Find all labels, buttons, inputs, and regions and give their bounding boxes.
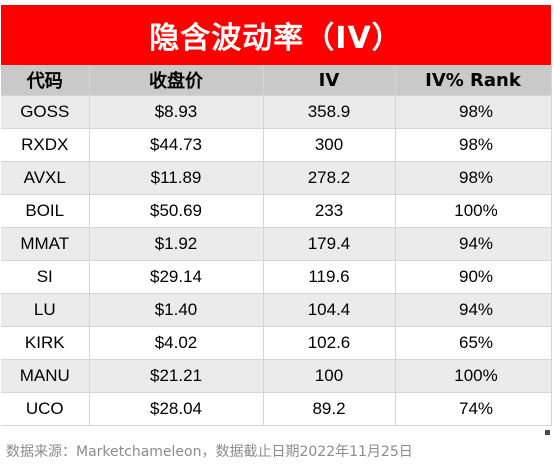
ticker-cell: AVXL bbox=[1, 161, 90, 195]
iv-cell: 358.9 bbox=[263, 95, 396, 129]
header-row: 代码 收盘价 IV IV% Rank bbox=[1, 65, 552, 96]
iv-cell: 278.2 bbox=[263, 161, 396, 195]
header-close-price: 收盘价 bbox=[89, 65, 264, 96]
table-row: BOIL $50.69 233 100% bbox=[1, 194, 552, 228]
iv-cell: 104.4 bbox=[263, 293, 396, 327]
iv-table: 代码 收盘价 IV IV% Rank GOSS $8.93 358.9 98% RXDX… bbox=[1, 65, 552, 426]
iv-rank-cell: 98% bbox=[395, 128, 552, 162]
table-row: LU $1.40 104.4 94% bbox=[1, 293, 552, 327]
ticker-cell: MANU bbox=[1, 359, 90, 393]
ticker-cell: SI bbox=[1, 260, 90, 294]
close-price-cell: $8.93 bbox=[89, 95, 264, 129]
iv-cell: 102.6 bbox=[263, 326, 396, 360]
close-price-cell: $4.02 bbox=[89, 326, 264, 360]
table-row: GOSS $8.93 358.9 98% bbox=[1, 95, 552, 129]
close-price-cell: $11.89 bbox=[89, 161, 264, 195]
ticker-cell: BOIL bbox=[1, 194, 90, 228]
iv-rank-cell: 74% bbox=[395, 392, 552, 426]
close-price-cell: $21.21 bbox=[89, 359, 264, 393]
table-row: KIRK $4.02 102.6 65% bbox=[1, 326, 552, 360]
ticker-cell: RXDX bbox=[1, 128, 90, 162]
iv-rank-cell: 100% bbox=[395, 194, 552, 228]
iv-cell: 179.4 bbox=[263, 227, 396, 261]
ticker-cell: LU bbox=[1, 293, 90, 327]
iv-cell: 300 bbox=[263, 128, 396, 162]
data-source-note: 数据来源：Marketchameleon，数据截止日期2022年11月25日 bbox=[6, 444, 413, 460]
table-body: GOSS $8.93 358.9 98% RXDX $44.73 300 98% AVXL $11… bbox=[1, 95, 552, 426]
header-iv-rank: IV% Rank bbox=[395, 65, 552, 96]
ticker-cell: UCO bbox=[1, 392, 90, 426]
iv-rank-cell: 90% bbox=[395, 260, 552, 294]
close-price-cell: $44.73 bbox=[89, 128, 264, 162]
iv-rank-cell: 98% bbox=[395, 161, 552, 195]
iv-rank-cell: 94% bbox=[395, 227, 552, 261]
header-ticker: 代码 bbox=[1, 65, 90, 96]
iv-rank-cell: 100% bbox=[395, 359, 552, 393]
table-row: MANU $21.21 100 100% bbox=[1, 359, 552, 393]
ticker-cell: KIRK bbox=[1, 326, 90, 360]
resize-handle bbox=[545, 430, 550, 435]
iv-rank-cell: 98% bbox=[395, 95, 552, 129]
iv-cell: 100 bbox=[263, 359, 396, 393]
iv-cell: 89.2 bbox=[263, 392, 396, 426]
ticker-cell: MMAT bbox=[1, 227, 90, 261]
close-price-cell: $29.14 bbox=[89, 260, 264, 294]
ticker-cell: GOSS bbox=[1, 95, 90, 129]
table-row: RXDX $44.73 300 98% bbox=[1, 128, 552, 162]
close-price-cell: $1.92 bbox=[89, 227, 264, 261]
iv-rank-cell: 94% bbox=[395, 293, 552, 327]
table-row: UCO $28.04 89.2 74% bbox=[1, 392, 552, 426]
close-price-cell: $28.04 bbox=[89, 392, 264, 426]
table-row: MMAT $1.92 179.4 94% bbox=[1, 227, 552, 261]
iv-rank-cell: 65% bbox=[395, 326, 552, 360]
iv-cell: 233 bbox=[263, 194, 396, 228]
table-row: SI $29.14 119.6 90% bbox=[1, 260, 552, 294]
iv-cell: 119.6 bbox=[263, 260, 396, 294]
table-title: 隐含波动率（IV） bbox=[1, 5, 551, 65]
close-price-cell: $50.69 bbox=[89, 194, 264, 228]
table-row: AVXL $11.89 278.2 98% bbox=[1, 161, 552, 195]
close-price-cell: $1.40 bbox=[89, 293, 264, 327]
header-iv: IV bbox=[263, 65, 396, 96]
